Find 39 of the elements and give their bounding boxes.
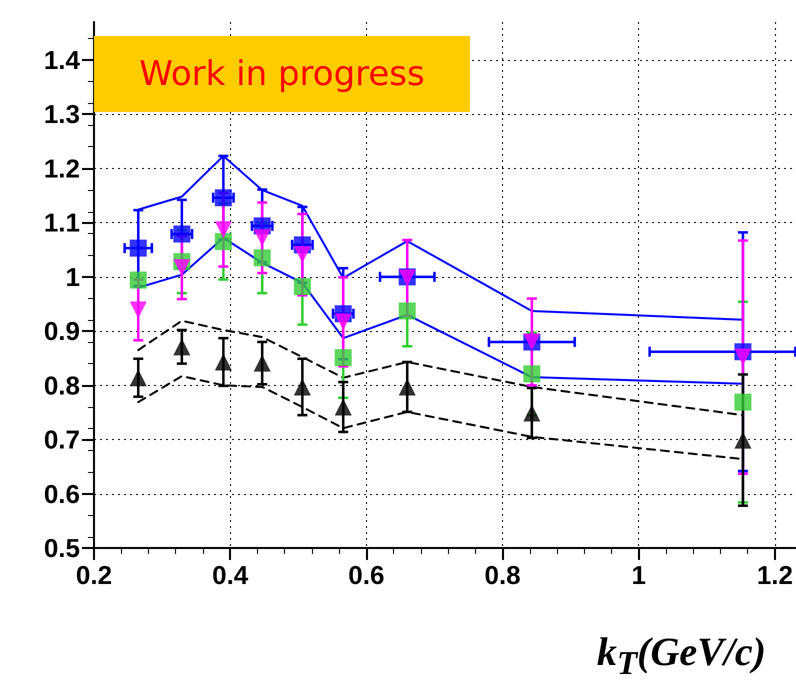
point bbox=[734, 432, 752, 449]
point bbox=[214, 233, 232, 250]
point bbox=[523, 365, 540, 382]
y-tick-label: 0.7 bbox=[44, 424, 80, 455]
x-tick-label: 1 bbox=[632, 560, 646, 590]
y-tick-label: 0.5 bbox=[44, 533, 80, 563]
y-tick-label: 1.4 bbox=[44, 44, 81, 75]
y-tick-label: 1.1 bbox=[44, 208, 80, 238]
point bbox=[214, 189, 232, 206]
x-tick-label: 0.2 bbox=[76, 560, 112, 590]
point bbox=[334, 398, 352, 416]
point bbox=[334, 313, 352, 330]
y-tick-label: 0.6 bbox=[44, 478, 80, 509]
y-tick-label: 1.3 bbox=[44, 99, 80, 130]
x-tick-label: 0.6 bbox=[348, 560, 384, 590]
y-tick-label: 1 bbox=[66, 262, 80, 292]
x-tick-label: 1.2 bbox=[756, 560, 794, 590]
point bbox=[214, 354, 232, 370]
point bbox=[214, 221, 232, 238]
point bbox=[734, 394, 752, 411]
point bbox=[334, 349, 352, 366]
y-tick-label: 0.9 bbox=[44, 316, 80, 346]
point bbox=[130, 240, 147, 257]
point bbox=[173, 259, 190, 276]
y-tick-label: 1.2 bbox=[44, 153, 80, 184]
annotation: Work in progress bbox=[94, 36, 470, 112]
point bbox=[398, 302, 416, 320]
point bbox=[173, 226, 190, 243]
x-tick-label: 0.4 bbox=[212, 560, 249, 590]
point bbox=[254, 354, 271, 372]
point bbox=[254, 229, 271, 246]
point bbox=[294, 246, 311, 264]
x-axis-title: k$_{T}$(GeV/c) bbox=[596, 628, 766, 680]
y-tick-label: 0.8 bbox=[44, 370, 80, 400]
point bbox=[294, 278, 311, 296]
x-tick-label: 0.8 bbox=[484, 560, 521, 590]
point bbox=[130, 272, 147, 289]
point bbox=[173, 338, 190, 356]
point bbox=[254, 249, 271, 266]
